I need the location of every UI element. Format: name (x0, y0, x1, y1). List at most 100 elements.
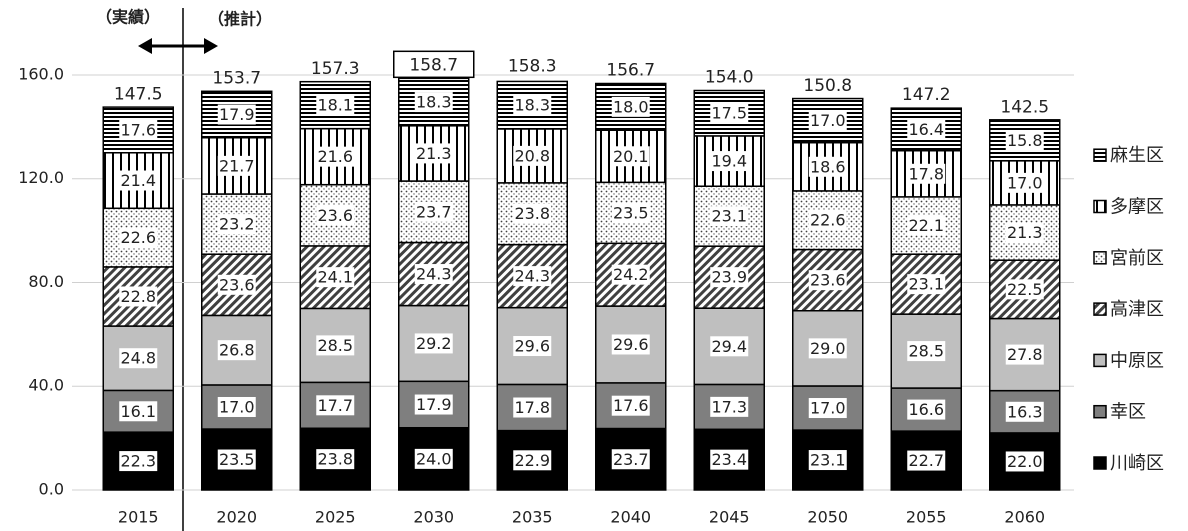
label-bg (119, 119, 158, 140)
value-label: 29.6 (514, 337, 550, 356)
y-tick-label: 160.0 (18, 64, 64, 83)
y-tick-label: 40.0 (28, 376, 64, 395)
x-tick-label: 2060 (1004, 508, 1045, 527)
label-bg (611, 146, 650, 167)
value-label: 23.6 (317, 206, 353, 225)
legend-label: 幸区 (1110, 402, 1146, 423)
label-bg (217, 449, 256, 470)
total-label: 153.7 (212, 68, 261, 88)
legend-label: 多摩区 (1110, 197, 1164, 218)
value-label: 17.6 (613, 396, 649, 415)
legend-label: 宮前区 (1110, 248, 1164, 269)
value-label: 23.1 (810, 451, 846, 470)
value-label: 17.0 (810, 111, 846, 130)
value-label: 22.6 (120, 228, 156, 247)
value-label: 17.5 (711, 104, 747, 123)
label-bg (217, 274, 256, 295)
value-label: 22.7 (908, 451, 944, 470)
label-bg (611, 334, 650, 355)
y-tick-label: 80.0 (28, 272, 64, 291)
total-label: 142.5 (1000, 97, 1049, 117)
value-label: 20.8 (514, 146, 550, 165)
legend-swatch (1093, 353, 1107, 368)
label-bg (1005, 172, 1044, 193)
label-bg (808, 398, 847, 419)
label-bg (316, 95, 355, 116)
label-bg (217, 396, 256, 417)
value-label: 22.3 (120, 452, 156, 471)
value-label: 24.1 (317, 268, 353, 287)
value-label: 19.4 (711, 152, 747, 171)
value-label: 21.4 (120, 171, 156, 190)
label-bg (907, 163, 946, 184)
label-bg (316, 267, 355, 288)
x-tick-label: 2035 (512, 508, 553, 527)
value-label: 17.8 (908, 164, 944, 183)
label-bg (217, 155, 256, 176)
label-bg (808, 270, 847, 291)
label-bg (710, 267, 749, 288)
annotation: （実績） (96, 8, 160, 27)
value-label: 29.2 (416, 334, 452, 353)
legend-swatch (1093, 199, 1107, 214)
label-bg (316, 205, 355, 226)
value-label: 23.8 (317, 450, 353, 469)
value-label: 17.9 (219, 105, 255, 124)
label-bg (907, 399, 946, 420)
value-label: 22.1 (908, 216, 944, 235)
value-label: 27.8 (1007, 345, 1043, 364)
label-bg (513, 266, 552, 287)
value-label: 23.1 (711, 207, 747, 226)
label-bg (119, 451, 158, 472)
legend-label: 中原区 (1110, 350, 1164, 371)
value-label: 17.0 (1007, 173, 1043, 192)
label-bg (611, 264, 650, 285)
value-label: 21.7 (219, 156, 255, 175)
value-label: 17.0 (810, 399, 846, 418)
value-label: 15.8 (1007, 131, 1043, 150)
label-bg (119, 227, 158, 248)
x-tick-label: 2020 (216, 508, 257, 527)
label-bg (808, 210, 847, 231)
x-tick-label: 2040 (610, 508, 651, 527)
value-label: 23.7 (416, 202, 452, 221)
value-label: 21.3 (416, 144, 452, 163)
label-bg (611, 96, 650, 117)
value-label: 24.3 (416, 265, 452, 284)
value-label: 22.0 (1007, 452, 1043, 471)
label-bg (611, 202, 650, 223)
value-label: 22.5 (1007, 280, 1043, 299)
label-bg (907, 341, 946, 362)
annotation: （推計） (208, 10, 272, 29)
label-bg (907, 119, 946, 140)
label-bg (513, 336, 552, 357)
label-bg (710, 206, 749, 227)
legend-label: 川崎区 (1110, 453, 1164, 474)
label-bg (710, 396, 749, 417)
value-label: 29.0 (810, 339, 846, 358)
label-bg (808, 110, 847, 131)
value-label: 23.2 (219, 215, 255, 234)
value-label: 23.1 (908, 275, 944, 294)
legend-swatch (1093, 148, 1107, 162)
value-label: 22.8 (120, 287, 156, 306)
y-tick-label: 0.0 (39, 480, 64, 499)
label-bg (217, 104, 256, 125)
label-bg (907, 215, 946, 236)
total-label: 157.3 (311, 59, 360, 79)
label-bg (513, 145, 552, 166)
value-label: 16.6 (908, 400, 944, 419)
label-bg (808, 450, 847, 471)
x-tick-label: 2025 (315, 508, 356, 527)
value-label: 28.5 (908, 342, 944, 361)
value-label: 17.7 (317, 396, 353, 415)
label-bg (1005, 344, 1044, 365)
label-bg (710, 151, 749, 172)
bar-segment (792, 141, 864, 192)
x-tick-label: 2050 (807, 508, 848, 527)
total-label: 150.8 (803, 76, 852, 96)
label-bg (907, 274, 946, 295)
label-bg (611, 395, 650, 416)
